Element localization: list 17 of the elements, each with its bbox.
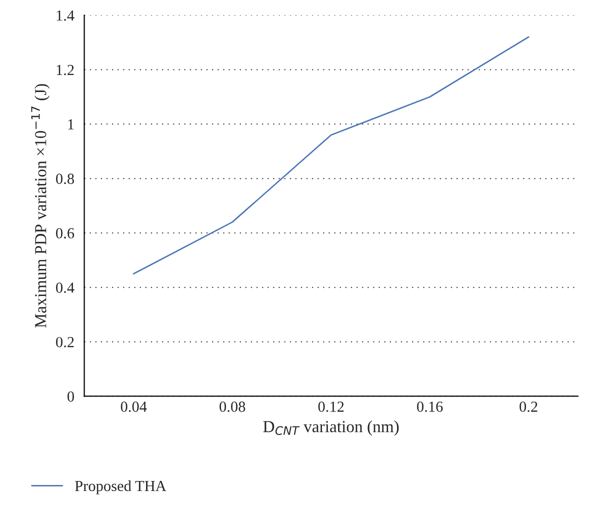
y-tick-label: 0.6 bbox=[56, 228, 74, 238]
x-tick-label: 0.08 bbox=[220, 402, 246, 412]
y-tick-label: 1.4 bbox=[56, 10, 74, 21]
x-tick-label: 0.2 bbox=[520, 402, 538, 412]
x-tick-label: 0.12 bbox=[318, 402, 344, 412]
y-tick-label: 0.8 bbox=[56, 174, 74, 184]
legend-label: Proposed THA bbox=[75, 480, 166, 494]
line-series bbox=[132, 36, 530, 274]
y-tick-label: 0.4 bbox=[56, 282, 74, 293]
y-tick-label: 0 bbox=[68, 391, 74, 402]
x-tick-label: 0.04 bbox=[120, 402, 147, 412]
y-tick-label: 1 bbox=[68, 119, 74, 130]
y-tick-label: 0.2 bbox=[56, 336, 74, 348]
x-tick-label: 0.16 bbox=[417, 402, 443, 412]
x-axis-title: D$_{CNT}$ variation (nm) bbox=[263, 420, 399, 436]
y-tick-label: 1.2 bbox=[56, 64, 74, 76]
y-axis-title: Maximum PDP variation ×10$^{−17}$ (J) bbox=[31, 84, 50, 328]
